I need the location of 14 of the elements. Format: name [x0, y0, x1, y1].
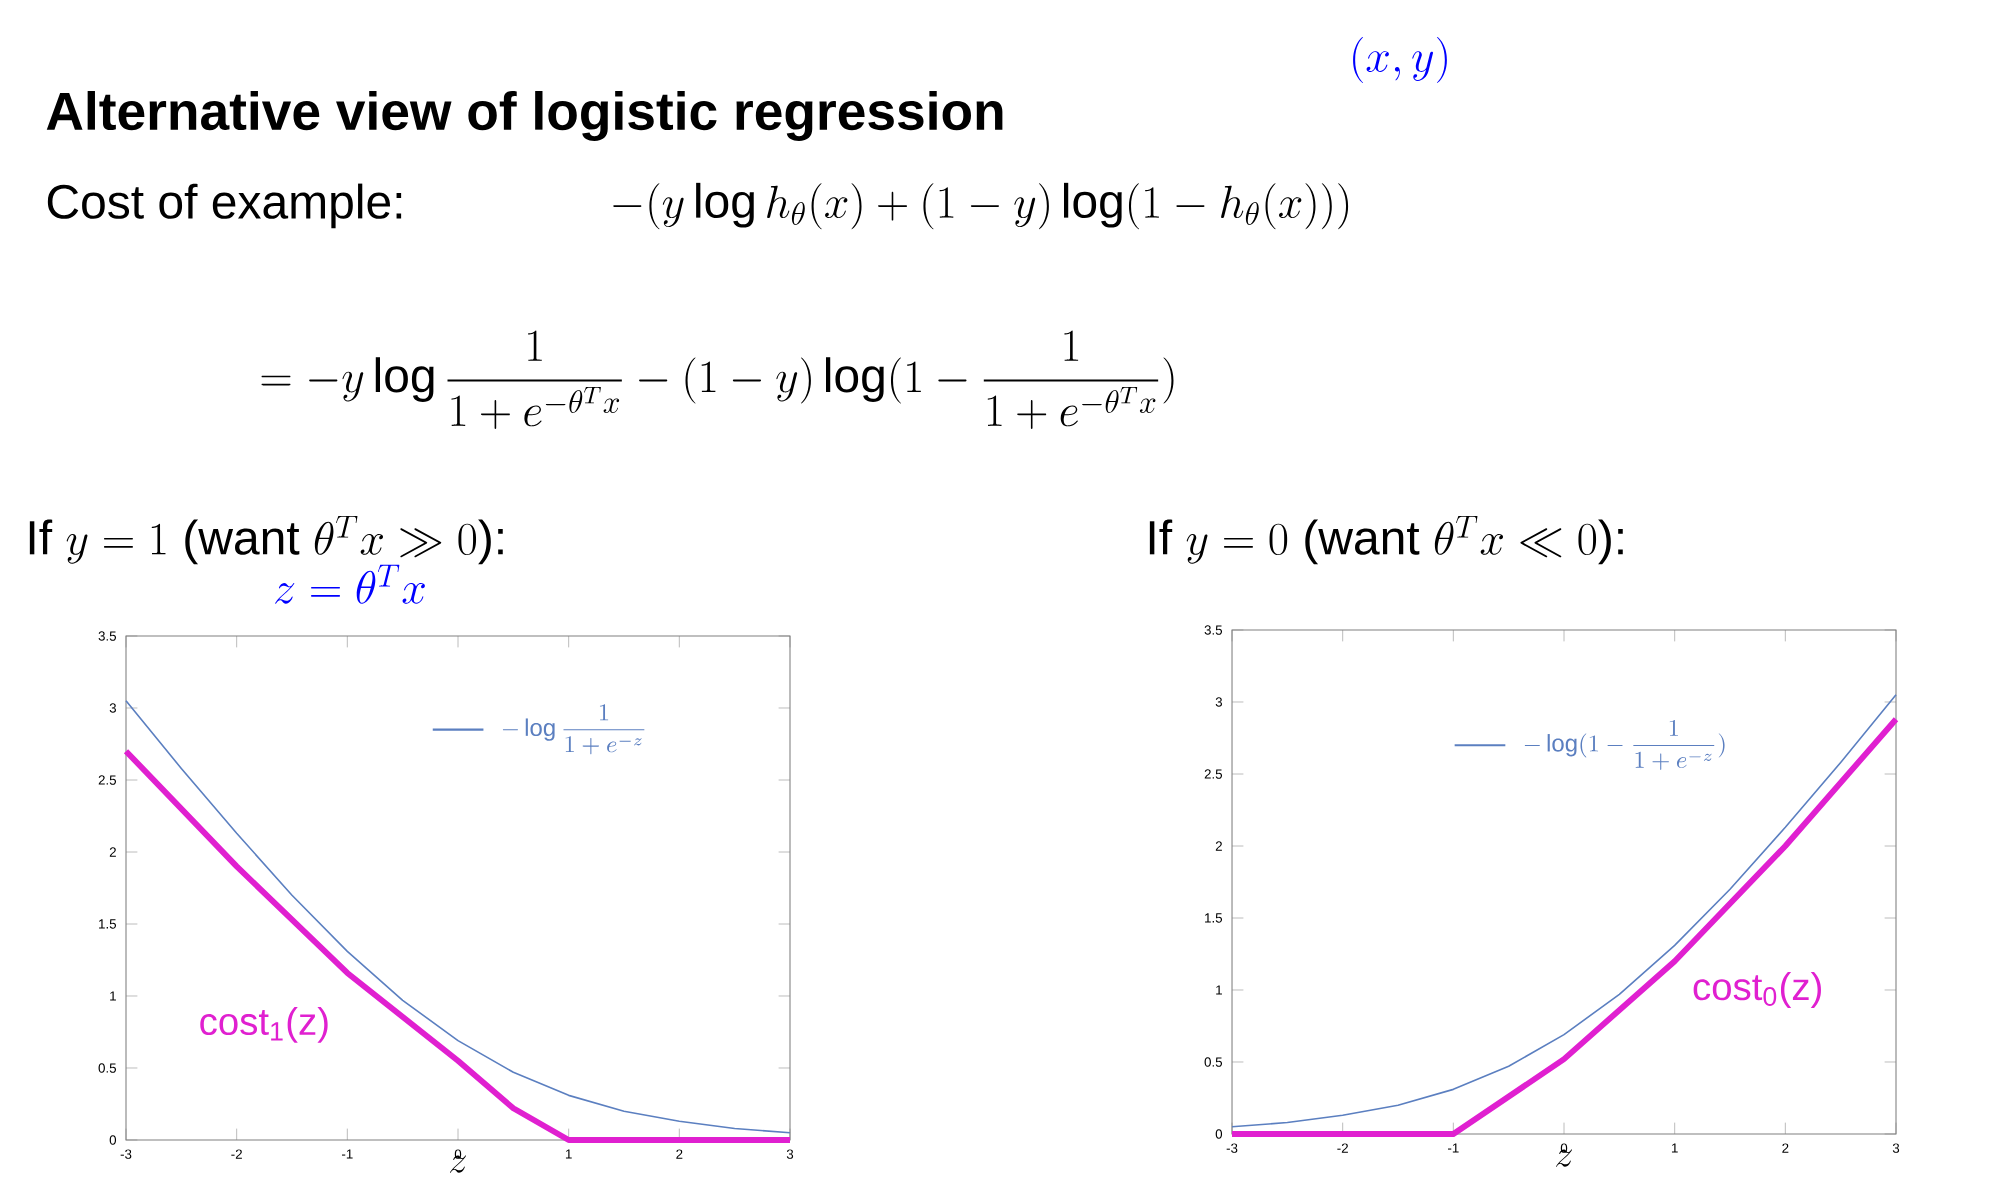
x-axis-title: $z$ — [1556, 1149, 1573, 1167]
text: $-(y\log h_\theta(x)+(1-y)\log(1-h_\theta(x)))$ — [613, 182, 1349, 230]
legend-label: $-\log\frac{1}{1+e^{-z}}$ — [502, 704, 645, 755]
series-label: cost$_{1}$(z) — [200, 1006, 328, 1043]
legend-label: $-\log(1-\frac{1}{1+e^{-z}})$ — [1524, 719, 1725, 770]
text: $=-y\log\frac{1}{1+e^{-\theta^Tx}}-(1-y)\log(1-\frac{1}{1+e^{-\theta^Tx}})$ — [261, 330, 1174, 429]
series-label: cost$_{0}$(z) — [1693, 972, 1821, 1008]
text: Cost of example: — [47, 183, 402, 229]
text: $z=\theta^Tx$ — [275, 564, 425, 604]
chart-subtitle: $\text{If } y=0\ \text{(want } \theta^Tx\ll 0\text{):}$ — [1149, 515, 1623, 565]
chart-subtitle: $\text{If } y=1\ \text{(want } \theta^Tx\gg 0\text{):}$ — [29, 515, 503, 565]
x-axis-title: $z$ — [450, 1155, 467, 1173]
chart-title: Alternative view of logistic regression — [46, 91, 1003, 141]
text: $(x,y)$ — [1353, 37, 1447, 84]
